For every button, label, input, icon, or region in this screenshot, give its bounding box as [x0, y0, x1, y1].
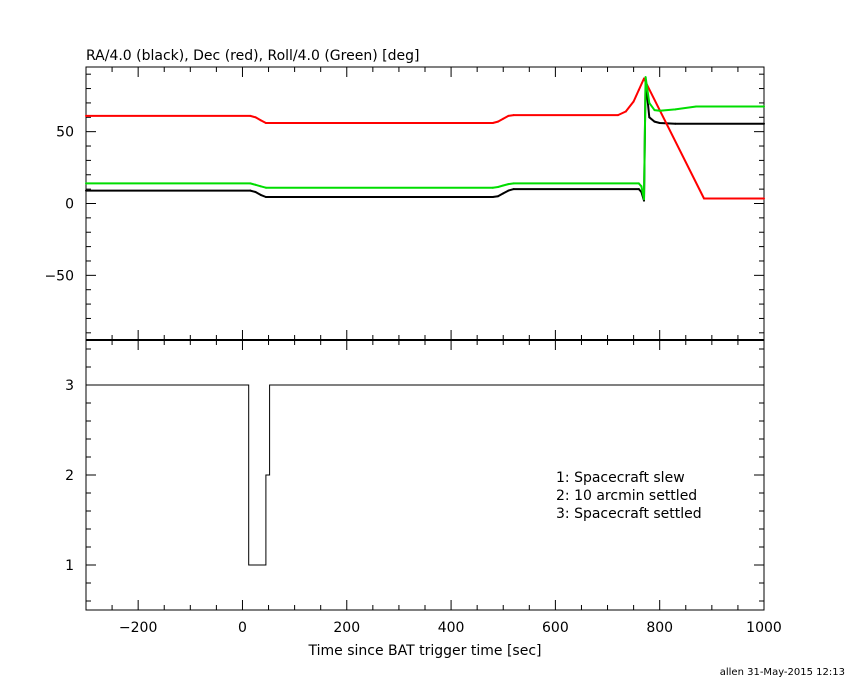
series-point — [643, 199, 645, 202]
series-point — [497, 195, 499, 198]
series-point — [259, 185, 262, 188]
series-point — [497, 120, 499, 123]
series-point — [637, 182, 640, 185]
series-point — [763, 105, 765, 108]
series-point — [497, 186, 499, 188]
upper-plot-frame — [85, 66, 765, 341]
series-point — [249, 189, 252, 192]
series-point — [249, 114, 252, 117]
series-point — [648, 101, 651, 104]
annotation-settled: 3: Spacecraft settled — [556, 506, 702, 522]
series-point — [254, 191, 257, 193]
series-point — [637, 188, 640, 191]
upper-chart-title: RA/4.0 (black), Dec (red), Roll/4.0 (Gre… — [86, 48, 419, 64]
lower-y-tick-label: 2 — [65, 468, 74, 484]
lower-y-tick-label: 3 — [65, 378, 74, 394]
upper-minor-ticks — [85, 67, 765, 340]
series-point — [763, 197, 765, 200]
series-point — [674, 122, 677, 125]
series-point — [763, 122, 765, 125]
upper-y-tick-label: 0 — [65, 197, 74, 213]
lower-y-tick-label: 1 — [65, 558, 74, 574]
upper-y-tick-label: −50 — [44, 268, 74, 284]
x-tick-label: 800 — [646, 620, 673, 636]
x-axis: −200 0 200 400 600 800 1000 — [85, 340, 782, 636]
series-point — [632, 100, 635, 103]
series-point — [674, 108, 677, 111]
series-point — [254, 183, 257, 186]
series-point — [640, 185, 643, 188]
annotation-10-arcmin: 2: 10 arcmin settled — [556, 488, 697, 504]
x-axis-label: Time since BAT trigger time [sec] — [308, 643, 542, 659]
series-point — [653, 109, 656, 112]
series-point — [491, 122, 494, 124]
lower-panel: 1 2 3 −200 0 200 400 600 800 1000 1: Spacecraft … — [65, 339, 782, 659]
series-line-dec — [86, 77, 764, 200]
upper-y-axis: −50 0 50 — [44, 125, 764, 284]
x-tick-label: −200 — [119, 620, 157, 636]
series-point — [502, 192, 505, 195]
series-point — [512, 188, 515, 191]
series-point — [502, 117, 505, 120]
x-tick-label: 600 — [542, 620, 569, 636]
series-point — [658, 109, 661, 112]
x-tick-label: 200 — [333, 620, 360, 636]
series-point — [259, 193, 262, 196]
series-point — [507, 189, 510, 192]
x-tick-label: 400 — [438, 620, 465, 636]
series-point — [658, 122, 661, 124]
footer-timestamp: allen 31-May-2015 12:13 — [720, 667, 845, 678]
series-point — [254, 116, 257, 119]
series-point — [512, 114, 515, 117]
upper-y-tick-label: 50 — [56, 125, 74, 141]
series-point — [507, 183, 510, 186]
upper-panel: RA/4.0 (black), Dec (red), Roll/4.0 (Gre… — [44, 48, 765, 341]
series-point — [85, 182, 87, 185]
series-point — [644, 76, 647, 79]
series-point — [264, 122, 267, 124]
series-point — [617, 114, 619, 117]
series-point — [695, 105, 698, 108]
series-point — [491, 196, 494, 198]
series-point — [708, 197, 711, 200]
x-tick-label: 0 — [238, 620, 247, 636]
series-point — [512, 182, 515, 185]
legend-annotations: 1: Spacecraft slew 2: 10 arcmin settled … — [556, 470, 702, 522]
series-point — [85, 189, 87, 192]
series-point — [416, 196, 419, 198]
series-point — [643, 198, 645, 201]
upper-series-group — [85, 76, 765, 202]
series-point — [264, 196, 267, 198]
lower-minor-ticks — [86, 348, 764, 602]
series-point — [624, 110, 627, 113]
series-line-roll-4-0 — [86, 76, 764, 201]
series-point — [507, 114, 510, 117]
series-point — [643, 77, 645, 80]
series-point — [491, 186, 494, 189]
series-point — [85, 114, 87, 117]
series-point — [249, 182, 252, 185]
lower-series-group — [86, 384, 764, 566]
x-tick-label: 1000 — [746, 620, 782, 636]
series-point — [637, 89, 640, 91]
series-point — [653, 120, 656, 123]
series-point — [264, 186, 267, 189]
settle-state-step-line — [86, 384, 764, 566]
series-point — [703, 197, 705, 200]
series-point — [502, 184, 505, 187]
series-point — [259, 119, 262, 122]
annotation-slew: 1: Spacecraft slew — [556, 470, 685, 486]
series-point — [648, 116, 651, 119]
